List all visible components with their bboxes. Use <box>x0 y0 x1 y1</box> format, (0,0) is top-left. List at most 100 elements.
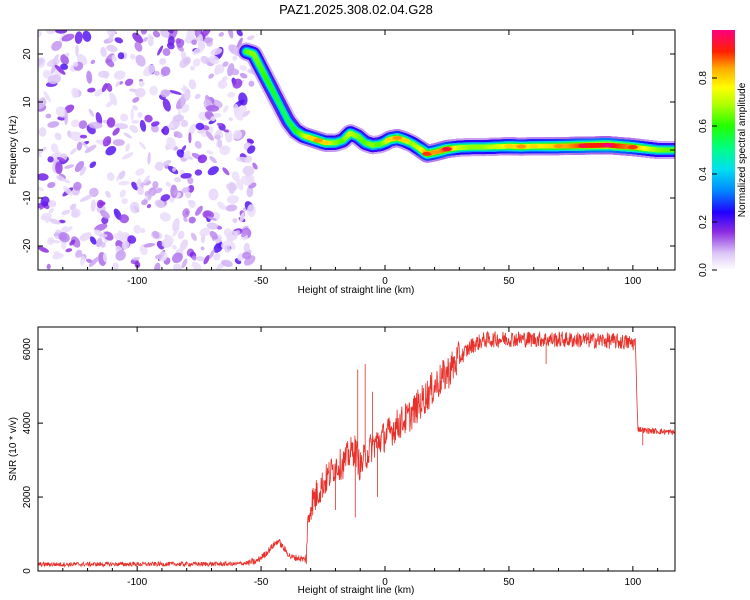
noise-blob <box>76 141 83 151</box>
noise-blob <box>38 173 49 181</box>
noise-blob <box>173 177 182 183</box>
noise-blob <box>106 117 116 128</box>
noise-blob <box>239 64 247 71</box>
noise-blob <box>179 169 185 175</box>
noise-blob <box>118 180 130 186</box>
noise-blob <box>89 187 99 198</box>
noise-blob <box>95 112 103 125</box>
noise-blob <box>199 227 211 237</box>
noise-blob <box>101 83 108 93</box>
noise-blob <box>214 64 225 74</box>
noise-blob <box>133 224 142 234</box>
noise-blob <box>248 80 255 87</box>
noise-blob <box>209 230 219 240</box>
noise-blob <box>203 254 210 265</box>
noise-blob <box>129 201 140 214</box>
noise-blob <box>176 149 185 158</box>
noise-blob <box>54 132 62 141</box>
noise-blob <box>114 123 129 130</box>
noise-blob <box>218 32 224 37</box>
noise-blobs <box>38 30 261 270</box>
noise-blob <box>127 235 137 244</box>
noise-blob <box>106 83 113 92</box>
noise-blob <box>225 204 238 212</box>
noise-blob <box>119 189 126 198</box>
noise-blob <box>98 233 108 238</box>
noise-blob <box>49 218 61 225</box>
noise-blob <box>132 96 140 103</box>
noise-blob <box>181 87 187 92</box>
noise-blob <box>134 41 143 52</box>
noise-blob <box>88 121 103 129</box>
noise-blob <box>143 242 156 248</box>
noise-blob <box>79 194 93 202</box>
noise-blob <box>226 230 239 242</box>
noise-blob <box>102 252 108 263</box>
noise-blob <box>180 93 186 107</box>
noise-blob <box>48 239 61 244</box>
noise-blob <box>151 121 160 127</box>
noise-blob <box>200 246 205 251</box>
noise-blob <box>103 231 114 241</box>
noise-blob <box>240 110 251 118</box>
noise-blob <box>158 251 168 262</box>
noise-blob <box>60 63 69 70</box>
noise-blob <box>177 230 185 240</box>
noise-blob <box>124 78 134 86</box>
noise-blob <box>112 127 120 136</box>
noise-blob <box>88 108 95 117</box>
noise-blob <box>71 236 81 248</box>
noise-blob <box>175 38 182 45</box>
noise-blob <box>132 105 138 111</box>
noise-blob <box>141 199 148 206</box>
noise-blob <box>38 31 42 38</box>
noise-blob <box>162 159 172 167</box>
noise-blob <box>172 244 177 250</box>
noise-blob <box>61 33 75 42</box>
noise-blob <box>132 256 141 261</box>
noise-blob <box>121 197 128 205</box>
noise-blob <box>71 87 79 99</box>
noise-blob <box>78 120 88 129</box>
noise-blob <box>143 175 150 184</box>
noise-blob <box>65 52 70 57</box>
noise-blob <box>200 55 210 64</box>
noise-blob <box>162 125 170 136</box>
noise-blob <box>246 204 256 218</box>
noise-blob <box>47 74 62 85</box>
noise-blob <box>106 172 115 181</box>
noise-blob <box>119 214 129 224</box>
noise-blob <box>210 48 223 56</box>
noise-blob <box>136 178 142 188</box>
noise-blob <box>61 209 71 216</box>
noise-blob <box>146 203 152 209</box>
noise-blob <box>243 242 250 254</box>
noise-blob <box>56 157 66 162</box>
noise-blob <box>152 230 160 239</box>
noise-blob <box>159 212 171 222</box>
noise-blob <box>131 119 140 124</box>
noise-blob <box>207 166 219 176</box>
noise-blob <box>64 164 75 169</box>
noise-blob <box>46 263 51 270</box>
noise-blob <box>52 54 59 65</box>
noise-blob <box>60 54 69 65</box>
noise-blob <box>65 248 73 253</box>
noise-blob <box>122 152 134 160</box>
noise-blob <box>209 155 217 164</box>
noise-blob <box>89 236 97 245</box>
figure-title: PAZ1.2025.308.02.04.G28 <box>279 2 433 17</box>
noise-blob <box>195 30 202 37</box>
noise-blob <box>235 178 244 191</box>
noise-blob <box>111 55 118 62</box>
noise-blob <box>47 181 56 189</box>
noise-blob <box>72 61 79 67</box>
noise-blob <box>51 40 62 51</box>
noise-blob <box>206 222 219 230</box>
noise-blob <box>82 30 92 42</box>
noise-blob <box>135 87 146 98</box>
noise-blob <box>241 230 249 238</box>
noise-blob <box>167 36 175 46</box>
noise-blob <box>61 178 71 184</box>
noise-blob <box>232 78 243 89</box>
